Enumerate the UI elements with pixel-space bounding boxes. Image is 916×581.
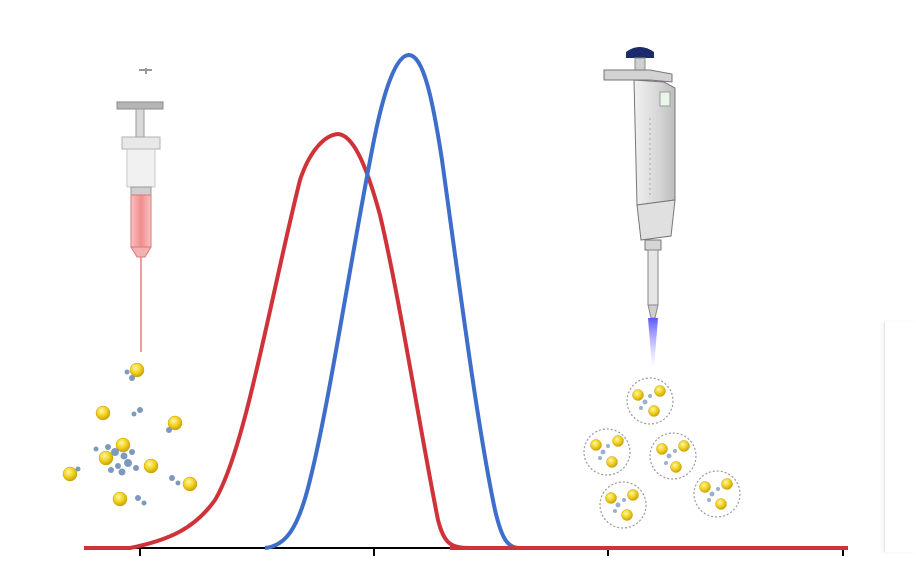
scattered-nanoparticles xyxy=(62,362,198,507)
blue-distribution-curve xyxy=(264,53,521,550)
encapsulated-nanoparticles xyxy=(583,377,741,529)
micropipette-icon xyxy=(603,47,676,368)
syringe-icon xyxy=(116,68,164,352)
red-distribution-curve xyxy=(84,132,848,550)
right-panel-edge xyxy=(884,322,916,552)
